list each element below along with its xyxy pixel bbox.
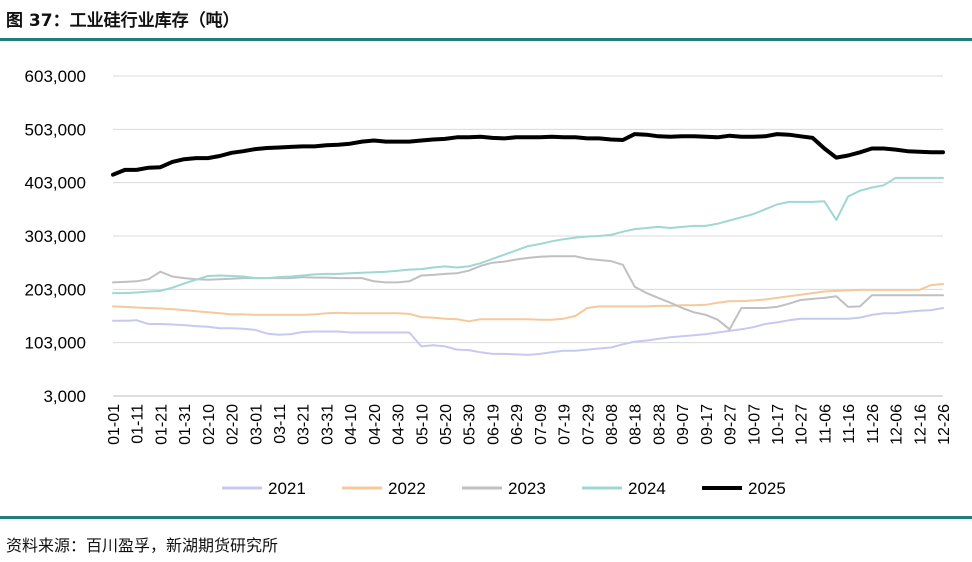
series-line-2024 — [112, 176, 944, 295]
x-tick-label: 11-16 — [841, 404, 858, 444]
legend-label-2025: 2025 — [748, 479, 786, 498]
grid-lines — [113, 75, 943, 397]
y-tick-label: 103,000 — [25, 334, 86, 353]
series-lines — [111, 132, 945, 356]
x-tick-label: 09-17 — [699, 404, 716, 445]
x-tick-label: 02-10 — [201, 404, 218, 445]
legend-label-2024: 2024 — [628, 479, 666, 498]
x-tick-label: 03-11 — [272, 404, 289, 444]
x-tick-label: 03-21 — [296, 404, 313, 445]
x-tick-label: 03-01 — [248, 404, 265, 445]
series-line-2021 — [112, 307, 944, 356]
x-tick-label: 07-19 — [557, 404, 574, 445]
x-tick-label: 01-31 — [177, 404, 194, 445]
y-axis: 3,000 103,000 203,000 303,000 403,000 503,000… — [25, 67, 86, 406]
page-title: 图 37：工业硅行业库存（吨） — [6, 11, 240, 31]
x-tick-label: 10-17 — [770, 404, 787, 445]
x-tick-label: 04-10 — [343, 404, 360, 445]
x-tick-label: 08-28 — [651, 404, 668, 445]
x-tick-label: 07-29 — [580, 404, 597, 445]
series-line-2025 — [111, 132, 945, 177]
legend-label-2023: 2023 — [508, 479, 546, 498]
source-note: 资料来源：百川盈孚，新湖期货研究所 — [6, 536, 279, 555]
x-axis: 01-01 01-11 01-21 01-31 02-10 02-20 03-01 03-11… — [106, 395, 953, 445]
x-tick-label: 06-29 — [509, 404, 526, 445]
legend: 2021 2022 2023 2024 2025 — [222, 479, 786, 498]
x-tick-label: 06-19 — [485, 404, 502, 445]
x-tick-label: 03-31 — [319, 404, 336, 445]
bottom-divider — [0, 516, 972, 519]
y-tick-label: 3,000 — [43, 387, 86, 406]
y-tick-label: 403,000 — [25, 174, 86, 193]
x-tick-label: 07-09 — [533, 404, 550, 445]
x-tick-label: 05-20 — [438, 404, 455, 445]
x-tick-label: 08-18 — [628, 404, 645, 445]
x-tick-label: 12-16 — [912, 404, 929, 445]
x-tick-label: 11-26 — [865, 404, 882, 444]
x-tick-label: 11-06 — [817, 404, 834, 444]
line-chart: 3,000 103,000 203,000 303,000 403,000 503,000… — [25, 67, 953, 498]
x-tick-label: 10-07 — [746, 404, 763, 445]
x-tick-label: 08-08 — [604, 404, 621, 445]
legend-label-2021: 2021 — [268, 479, 306, 498]
top-divider — [0, 38, 972, 41]
y-tick-label: 203,000 — [25, 280, 86, 299]
x-tick-label: 02-20 — [225, 404, 242, 445]
y-tick-label: 603,000 — [25, 67, 86, 86]
series-line-2022 — [112, 283, 944, 323]
legend-label-2022: 2022 — [388, 479, 426, 498]
x-tick-label: 12-26 — [936, 404, 953, 445]
y-tick-label: 303,000 — [25, 227, 86, 246]
x-tick-label: 09-27 — [723, 404, 740, 445]
x-tick-label: 12-06 — [889, 404, 906, 445]
x-tick-label: 01-01 — [106, 404, 123, 445]
x-tick-label: 09-07 — [675, 404, 692, 445]
x-tick-label: 04-20 — [367, 404, 384, 445]
x-tick-label: 10-27 — [794, 404, 811, 445]
x-tick-label: 01-21 — [153, 404, 170, 445]
x-tick-label: 01-11 — [130, 404, 147, 444]
x-tick-label: 04-30 — [391, 404, 408, 445]
x-tick-label: 05-30 — [462, 404, 479, 445]
x-tick-label: 05-10 — [414, 404, 431, 445]
y-tick-label: 503,000 — [25, 120, 86, 139]
